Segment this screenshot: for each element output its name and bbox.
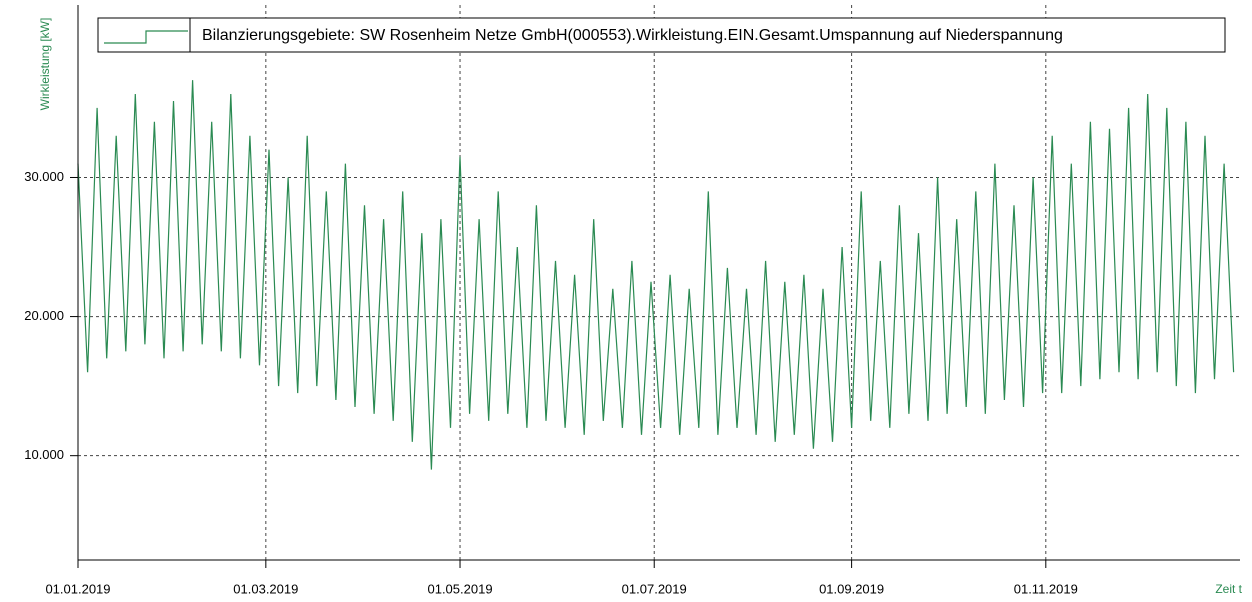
x-tick-label: 01.01.2019	[45, 581, 110, 596]
y-axis-label: Wirkleistung [kW]	[38, 18, 52, 111]
x-tick-label: 01.11.2019	[1014, 581, 1078, 596]
legend-swatch	[104, 30, 188, 44]
y-tick-label: 30.000	[24, 169, 64, 184]
legend-box	[97, 17, 1226, 53]
x-tick-label: 01.05.2019	[427, 581, 492, 596]
y-tick-label: 20.000	[24, 308, 64, 323]
x-tick-label: 01.09.2019	[819, 581, 884, 596]
x-tick-label: 01.07.2019	[622, 581, 687, 596]
legend-label: Bilanzierungsgebiete: SW Rosenheim Netze…	[202, 27, 1063, 44]
x-axis-label: Zeit t	[1215, 582, 1242, 596]
x-tick-label: 01.03.2019	[233, 581, 298, 596]
y-tick-label: 10.000	[24, 447, 64, 462]
series-line	[77, 80, 1235, 470]
